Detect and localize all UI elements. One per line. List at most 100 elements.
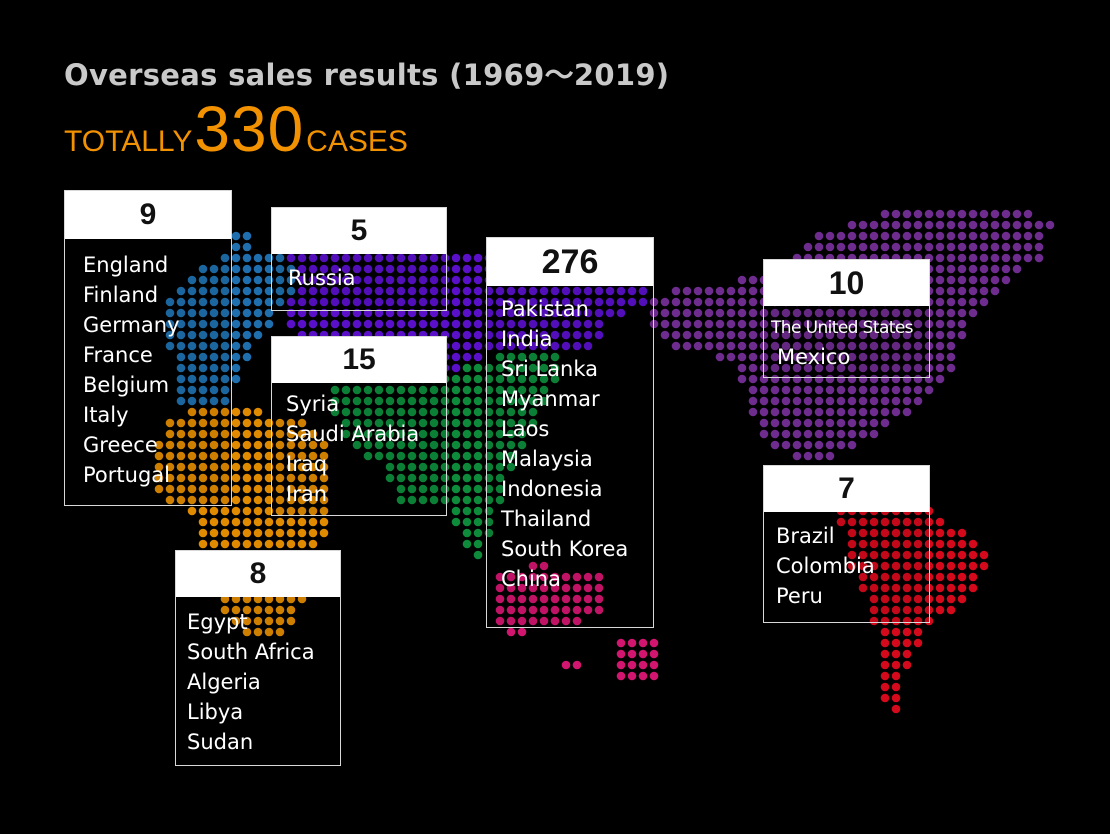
map-dot-asia: [638, 649, 648, 659]
map-dot-asia: [594, 583, 604, 593]
region-box-africa: 8 Egypt South Africa Algeria Libya Sudan: [175, 550, 341, 766]
map-dot-africa: [286, 429, 296, 439]
map-dot-north-america: [682, 308, 692, 318]
map-dot-north-america: [1023, 220, 1033, 230]
map-dot-russia: [374, 319, 384, 329]
map-dot-north-america: [836, 418, 846, 428]
map-dot-north-america: [847, 352, 857, 362]
map-dot-middle-east: [517, 385, 527, 395]
map-dot-north-america: [880, 308, 890, 318]
map-dot-russia: [462, 253, 472, 263]
map-dot-africa: [209, 528, 219, 538]
map-dot-russia: [451, 275, 461, 285]
map-dot-south-america: [847, 517, 857, 527]
map-dot-africa: [297, 418, 307, 428]
map-dot-europe: [242, 352, 252, 362]
map-dot-north-america: [836, 385, 846, 395]
map-dot-russia: [451, 330, 461, 340]
map-dot-africa: [264, 539, 274, 549]
map-dot-africa: [286, 440, 296, 450]
map-dot-middle-east: [374, 385, 384, 395]
map-dot-south-america: [891, 517, 901, 527]
map-dot-russia: [495, 297, 505, 307]
map-dot-africa: [308, 440, 318, 450]
map-dot-middle-east: [495, 462, 505, 472]
map-dot-north-america: [924, 220, 934, 230]
map-dot-south-america: [880, 671, 890, 681]
map-dot-europe: [220, 396, 230, 406]
map-dot-north-america: [858, 242, 868, 252]
map-dot-europe: [253, 330, 263, 340]
map-dot-middle-east: [550, 352, 560, 362]
map-dot-north-america: [770, 308, 780, 318]
map-dot-africa: [308, 484, 318, 494]
map-dot-middle-east: [352, 429, 362, 439]
map-dot-africa: [297, 517, 307, 527]
map-dot-russia: [594, 319, 604, 329]
map-dot-north-america: [836, 330, 846, 340]
map-dot-middle-east: [462, 495, 472, 505]
map-dot-europe: [176, 297, 186, 307]
map-dot-africa: [253, 605, 263, 615]
map-dot-russia: [627, 297, 637, 307]
map-dot-south-america: [891, 627, 901, 637]
map-dot-south-america: [913, 605, 923, 615]
map-dot-north-america: [946, 231, 956, 241]
map-dot-middle-east: [473, 374, 483, 384]
map-dot-north-america: [759, 352, 769, 362]
map-dot-north-america: [902, 319, 912, 329]
map-dot-north-america: [803, 341, 813, 351]
map-dot-middle-east: [429, 451, 439, 461]
map-dot-middle-east: [473, 539, 483, 549]
map-dot-russia: [495, 330, 505, 340]
map-dot-north-america: [869, 352, 879, 362]
map-dot-middle-east: [440, 462, 450, 472]
map-dot-europe: [242, 341, 252, 351]
map-dot-africa: [165, 473, 175, 483]
map-dot-africa: [286, 495, 296, 505]
map-dot-russia: [572, 319, 582, 329]
region-box-north-america: 10 The United States Mexico: [763, 259, 930, 378]
map-dot-north-america: [946, 209, 956, 219]
map-dot-north-america: [726, 308, 736, 318]
map-dot-north-america: [968, 275, 978, 285]
map-dot-asia: [616, 638, 626, 648]
map-dot-africa: [308, 539, 318, 549]
map-dot-russia: [572, 308, 582, 318]
map-dot-north-america: [891, 352, 901, 362]
map-dot-africa: [187, 484, 197, 494]
map-dot-africa: [242, 407, 252, 417]
map-dot-north-america: [858, 319, 868, 329]
map-dot-middle-east: [473, 396, 483, 406]
map-dot-asia: [495, 616, 505, 626]
map-dot-russia: [517, 297, 527, 307]
map-dot-north-america: [924, 374, 934, 384]
map-dot-middle-east: [396, 396, 406, 406]
map-dot-russia: [473, 308, 483, 318]
map-dot-south-america: [869, 605, 879, 615]
map-dot-africa: [308, 451, 318, 461]
map-dot-north-america: [847, 440, 857, 450]
map-dot-africa: [176, 451, 186, 461]
map-dot-north-america: [803, 352, 813, 362]
map-dot-russia: [297, 286, 307, 296]
map-dot-middle-east: [429, 429, 439, 439]
country-item: Colombia: [776, 554, 875, 578]
map-dot-africa: [154, 440, 164, 450]
map-dot-africa: [242, 495, 252, 505]
country-item: England: [83, 253, 169, 277]
country-list: England Finland Germany France Belgium I…: [65, 239, 231, 490]
map-dot-russia: [473, 319, 483, 329]
map-dot-asia: [517, 583, 527, 593]
map-dot-north-america: [902, 385, 912, 395]
map-dot-russia: [429, 264, 439, 274]
map-dot-middle-east: [462, 363, 472, 373]
map-dot-north-america: [660, 297, 670, 307]
country-item: Italy: [83, 403, 129, 427]
map-dot-north-america: [847, 385, 857, 395]
map-dot-middle-east: [396, 418, 406, 428]
map-dot-middle-east: [330, 385, 340, 395]
map-dot-africa: [297, 506, 307, 516]
country-item: Indonesia: [501, 477, 603, 501]
map-dot-russia: [561, 319, 571, 329]
